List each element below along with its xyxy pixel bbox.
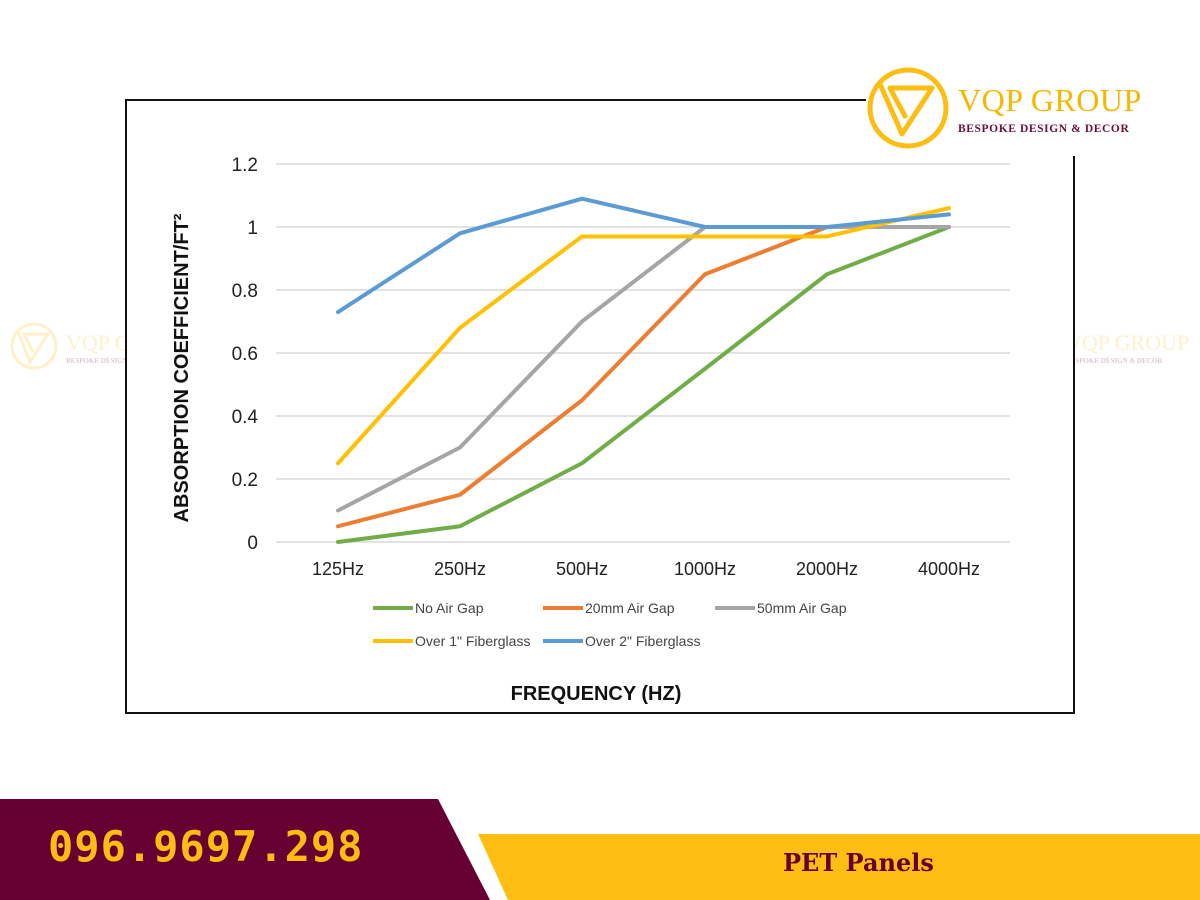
- y-tick-label: 0.2: [232, 470, 258, 491]
- legend-label: 20mm Air Gap: [585, 600, 675, 616]
- series-line: [336, 206, 951, 466]
- y-axis-title: ABSORPTION COEFFICIENT/FT²: [171, 213, 193, 522]
- brand-name: VQP GROUP: [958, 82, 1142, 118]
- y-tick-label: 1.2: [232, 155, 258, 176]
- phone-number[interactable]: 096.9697.298: [48, 822, 364, 871]
- y-tick-label: 0.6: [232, 344, 258, 365]
- legend-label: Over 1" Fiberglass: [415, 633, 530, 649]
- legend-label: Over 2" Fiberglass: [585, 633, 700, 649]
- vqp-logo-icon: [867, 67, 949, 149]
- y-tick-label: 0.4: [232, 407, 259, 428]
- y-tick-label: 1: [247, 218, 258, 239]
- y-tick-label: 0.8: [232, 281, 258, 302]
- x-axis-title: FREQUENCY (HZ): [511, 683, 682, 705]
- x-tick-label: 500Hz: [556, 559, 608, 579]
- brand-tagline: BESPOKE DESIGN & DECOR: [958, 123, 1130, 135]
- legend-label: No Air Gap: [415, 600, 484, 616]
- x-tick-label: 250Hz: [434, 559, 486, 579]
- series-line: [336, 196, 951, 315]
- series-line: [336, 225, 951, 544]
- x-tick-label: 2000Hz: [796, 559, 858, 579]
- x-tick-label: 1000Hz: [674, 559, 736, 579]
- legend-label: 50mm Air Gap: [757, 600, 847, 616]
- x-tick-label: 4000Hz: [918, 559, 980, 579]
- footer-title-banner: [478, 834, 1200, 900]
- y-tick-label: 0: [247, 533, 258, 554]
- brand-logo: VQP GROUP BESPOKE DESIGN & DECOR: [866, 66, 1166, 156]
- product-title: PET Panels: [783, 848, 934, 877]
- x-tick-label: 125Hz: [312, 559, 364, 579]
- footer-phone-banner: [0, 799, 490, 900]
- series-line: [336, 225, 951, 513]
